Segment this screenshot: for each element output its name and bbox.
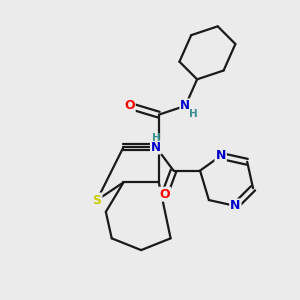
Text: H: H [189,109,198,119]
Text: N: N [151,141,161,154]
Text: O: O [124,99,135,112]
Text: N: N [180,99,190,112]
Text: N: N [230,200,241,212]
Text: O: O [159,188,170,201]
Text: N: N [215,149,226,162]
Text: S: S [92,194,101,207]
Text: H: H [152,133,161,143]
